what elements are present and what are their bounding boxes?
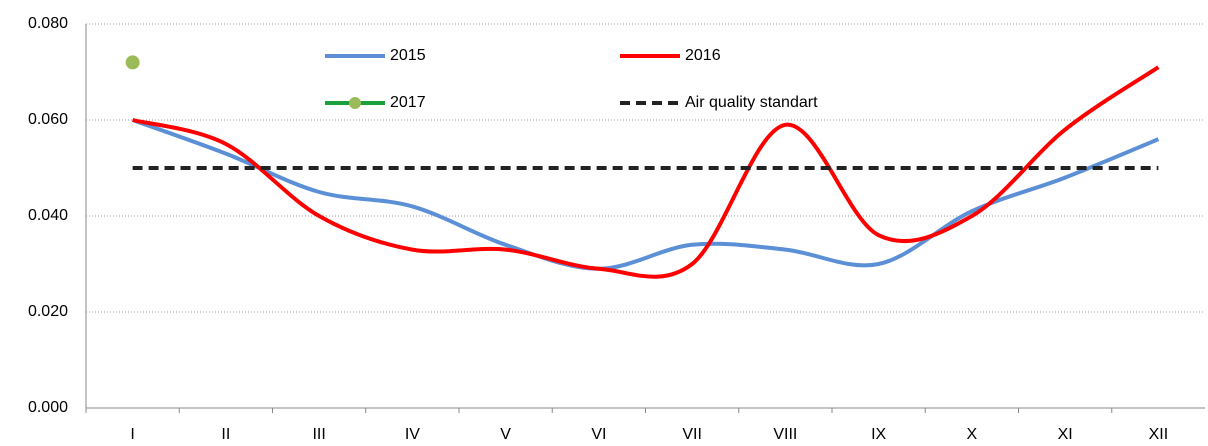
- legend-label: 2015: [390, 47, 426, 64]
- series-line: [132, 65, 1160, 279]
- legend-label: Air quality standart: [685, 94, 818, 111]
- x-tick-label: IV: [405, 426, 420, 443]
- y-tick-label: 0.060: [28, 111, 68, 128]
- series-marker: [125, 55, 140, 70]
- x-tick-label: X: [967, 426, 978, 443]
- y-tick-label: 0.080: [28, 15, 68, 32]
- x-tick-label: II: [221, 426, 230, 443]
- y-tick-label: 0.000: [28, 399, 68, 416]
- series-line: [131, 118, 1160, 271]
- x-tick-label: VI: [591, 426, 606, 443]
- x-tick-label: VIII: [773, 426, 797, 443]
- x-tick-label: VII: [682, 426, 702, 443]
- legend-marker: [349, 97, 361, 109]
- x-tick-label: IX: [871, 426, 886, 443]
- y-tick-label: 0.020: [28, 303, 68, 320]
- x-tick-label: V: [500, 426, 511, 443]
- legend-label: 2016: [685, 47, 721, 64]
- x-tick-label: XII: [1149, 426, 1169, 443]
- x-tick-label: III: [312, 426, 325, 443]
- legend-label: 2017: [390, 94, 426, 111]
- x-tick-label: I: [130, 426, 134, 443]
- y-tick-label: 0.040: [28, 207, 68, 224]
- x-tick-label: XI: [1058, 426, 1073, 443]
